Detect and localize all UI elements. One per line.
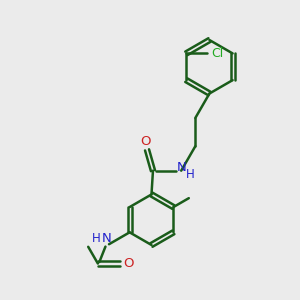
Text: O: O — [140, 135, 151, 148]
Text: H: H — [92, 232, 101, 245]
Text: N: N — [176, 160, 186, 174]
Text: N: N — [102, 232, 112, 245]
Text: O: O — [123, 257, 134, 270]
Text: H: H — [186, 168, 195, 181]
Text: Cl: Cl — [212, 47, 224, 60]
